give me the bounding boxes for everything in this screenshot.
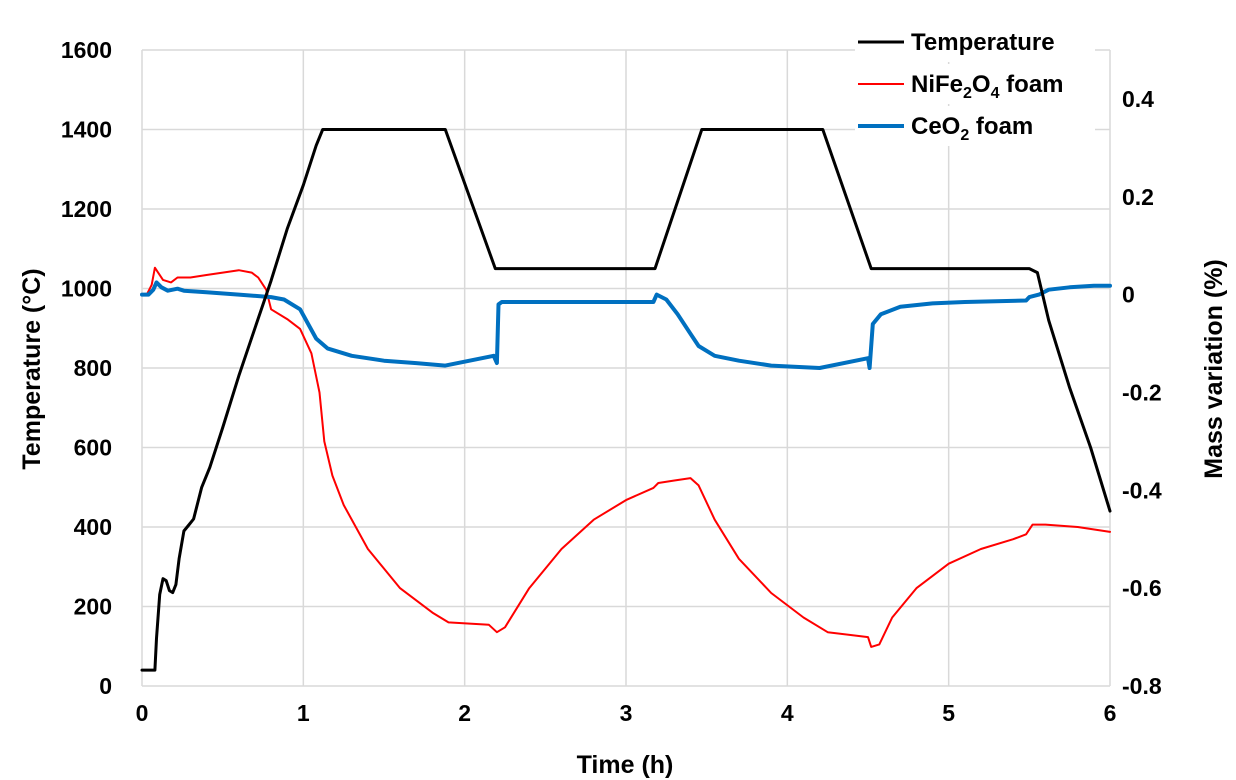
x-tick-label: 4 [781, 700, 794, 726]
y-right-tick-label: -0.2 [1122, 379, 1162, 405]
x-tick-label: 3 [620, 700, 633, 726]
y-left-tick-label: 600 [74, 435, 112, 461]
tick-labels: 0 1 2 3 4 5 6 0 200 400 600 800 1000 1200 1400 1600 -0.8… [61, 37, 1162, 726]
y-left-tick-label: 1200 [61, 196, 112, 222]
y-right-tick-label: 0.2 [1122, 184, 1154, 210]
y-right-tick-label: 0.4 [1122, 86, 1154, 112]
y-left-tick-label: 1600 [61, 37, 112, 63]
x-tick-label: 6 [1104, 700, 1117, 726]
series-line-0 [140, 128, 1112, 672]
y-right-tick-label: 0 [1122, 282, 1135, 308]
legend-label-0: Temperature [911, 29, 1055, 56]
series-line-1 [141, 266, 1111, 648]
y-right-tick-label: -0.4 [1122, 477, 1162, 503]
y-left-tick-label: 0 [99, 673, 112, 699]
x-tick-label: 5 [942, 700, 955, 726]
y-right-tick-label: -0.6 [1122, 575, 1162, 601]
x-tick-label: 1 [297, 700, 310, 726]
legend-label-2: CeO2 foam [911, 113, 1033, 144]
legend: Temperature NiFe2O4 foam CeO2 foam [855, 22, 1095, 146]
y-left-tick-label: 200 [74, 594, 112, 620]
y-axis-right-title: Mass variation (%) [1200, 259, 1228, 479]
x-tick-label: 0 [136, 700, 149, 726]
y-axis-left-title: Temperature (°C) [18, 268, 46, 469]
x-axis-title: Time (h) [577, 751, 674, 779]
y-right-tick-label: -0.8 [1122, 673, 1162, 699]
y-left-tick-label: 800 [74, 355, 112, 381]
y-left-tick-label: 400 [74, 514, 112, 540]
y-left-tick-label: 1400 [61, 117, 112, 143]
legend-label-1: NiFe2O4 foam [911, 71, 1064, 102]
series-lines [140, 128, 1112, 672]
x-tick-label: 2 [458, 700, 471, 726]
series-line-2 [140, 280, 1112, 370]
y-left-tick-label: 1000 [61, 276, 112, 302]
